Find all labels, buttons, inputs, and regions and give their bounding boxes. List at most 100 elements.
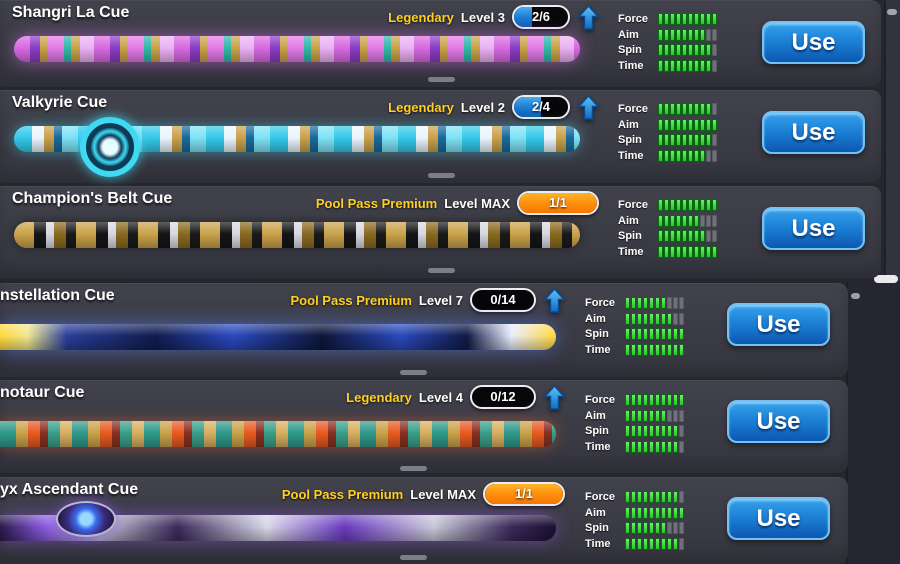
rarity-label: Legendary	[388, 9, 454, 25]
background-panel	[846, 282, 900, 564]
cue-image-champions-belt	[14, 222, 580, 248]
progress-pill: 1/1	[517, 191, 599, 215]
stat-row-aim: Aim	[585, 312, 685, 325]
use-button[interactable]: Use	[762, 21, 865, 64]
cue-badge-row: Pool Pass Premium Level 7 0/14	[290, 287, 565, 313]
upgrade-arrow-icon[interactable]	[578, 94, 599, 120]
stat-label-spin: Spin	[618, 230, 642, 242]
cue-name: notaur Cue	[0, 384, 85, 401]
stat-gauge-aim	[625, 506, 685, 519]
stat-row-time: Time	[585, 440, 685, 453]
scrollbar-thumb-bottom[interactable]	[851, 293, 860, 299]
cue-badge-row: Pool Pass Premium Level MAX 1/1	[282, 482, 565, 506]
stat-label-aim: Aim	[618, 28, 639, 41]
stat-gauge-aim	[658, 28, 718, 41]
stat-gauge-time	[658, 59, 718, 72]
stat-row-spin: Spin	[618, 230, 718, 242]
stat-label-aim: Aim	[618, 214, 639, 227]
use-button[interactable]: Use	[762, 207, 865, 250]
stat-row-spin: Spin	[618, 134, 718, 146]
stat-row-spin: Spin	[585, 522, 685, 534]
cue-card-champions-belt[interactable]: Champion's Belt Cue Pool Pass Premium Le…	[0, 186, 881, 278]
stat-row-force: Force	[585, 394, 685, 406]
stat-gauge-time	[625, 440, 685, 453]
progress-fill	[514, 7, 532, 27]
stat-row-time: Time	[618, 149, 718, 162]
level-label: Level 2	[460, 99, 505, 115]
stat-label-time: Time	[618, 59, 644, 72]
stat-row-aim: Aim	[585, 506, 685, 519]
stat-gauge-aim	[658, 118, 718, 131]
stat-gauge-time	[658, 149, 718, 162]
stats-panel: Force Aim Spin Time	[585, 394, 685, 456]
stats-panel: Force Aim Spin Time	[618, 13, 718, 75]
stat-label-spin: Spin	[585, 522, 609, 534]
valkyrie-ring-decoration	[80, 117, 140, 177]
rarity-label: Legendary	[346, 389, 412, 405]
stat-row-force: Force	[618, 13, 718, 25]
stat-gauge-time	[625, 343, 685, 356]
scrollbar-thumb-top[interactable]	[887, 9, 897, 15]
drag-handle[interactable]	[428, 268, 455, 273]
cue-badge-row: Legendary Level 4 0/12	[346, 384, 565, 410]
progress-fill	[485, 484, 563, 504]
cue-card-constellation[interactable]: nstellation Cue Pool Pass Premium Level …	[0, 283, 848, 377]
use-button[interactable]: Use	[727, 400, 830, 443]
rarity-label: Pool Pass Premium	[315, 195, 438, 211]
cue-card-valkyrie[interactable]: Valkyrie Cue Legendary Level 2 2/4 Force…	[0, 90, 881, 183]
use-button[interactable]: Use	[727, 497, 830, 540]
stat-gauge-spin	[625, 425, 685, 437]
cue-name: Champion's Belt Cue	[12, 190, 173, 207]
drag-handle[interactable]	[400, 466, 427, 471]
stat-row-force: Force	[585, 297, 685, 309]
stat-label-force: Force	[585, 491, 615, 503]
drag-handle[interactable]	[400, 555, 427, 560]
stat-row-aim: Aim	[618, 28, 718, 41]
stat-row-force: Force	[585, 491, 685, 503]
upgrade-arrow-icon[interactable]	[544, 287, 565, 313]
onyx-eye-decoration	[56, 501, 116, 537]
drag-handle[interactable]	[428, 77, 455, 82]
cue-badge-row: Legendary Level 3 2/6	[388, 4, 599, 30]
stat-gauge-aim	[658, 214, 718, 227]
use-button[interactable]: Use	[762, 111, 865, 154]
progress-text: 1/1	[514, 486, 534, 501]
progress-text: 0/14	[490, 292, 516, 307]
cue-card-minotaur[interactable]: notaur Cue Legendary Level 4 0/12 Force …	[0, 380, 848, 473]
scrollbar-track-top[interactable]	[884, 0, 900, 281]
upgrade-arrow-icon[interactable]	[544, 384, 565, 410]
stat-gauge-force	[658, 13, 718, 25]
rarity-label: Pool Pass Premium	[290, 292, 412, 308]
stat-label-force: Force	[618, 103, 648, 115]
level-label: Level 3	[460, 9, 505, 25]
rarity-label: Pool Pass Premium	[281, 486, 404, 502]
cue-badge-row: Legendary Level 2 2/4	[388, 94, 599, 120]
stat-label-force: Force	[585, 297, 615, 309]
stat-gauge-aim	[625, 409, 685, 422]
progress-fill	[519, 193, 597, 213]
stat-label-time: Time	[585, 343, 611, 356]
drag-handle[interactable]	[428, 173, 455, 178]
progress-pill: 1/1	[483, 482, 565, 506]
stat-gauge-aim	[625, 312, 685, 325]
stat-label-aim: Aim	[618, 118, 639, 131]
stat-label-spin: Spin	[618, 44, 642, 56]
drag-handle[interactable]	[400, 370, 427, 375]
stat-label-time: Time	[585, 440, 611, 453]
stat-label-force: Force	[618, 13, 648, 25]
cue-card-shangri-la[interactable]: Shangri La Cue Legendary Level 3 2/6 For…	[0, 0, 881, 87]
stat-row-aim: Aim	[618, 214, 718, 227]
progress-text: 2/4	[531, 99, 551, 114]
cue-name: Shangri La Cue	[12, 4, 130, 21]
stat-label-force: Force	[585, 394, 615, 406]
stat-row-aim: Aim	[585, 409, 685, 422]
use-button[interactable]: Use	[727, 303, 830, 346]
stat-label-spin: Spin	[585, 328, 609, 340]
stat-gauge-spin	[625, 328, 685, 340]
stat-gauge-force	[625, 491, 685, 503]
cue-card-onyx-ascendant[interactable]: yx Ascendant Cue Pool Pass Premium Level…	[0, 477, 848, 564]
upgrade-arrow-icon[interactable]	[578, 4, 599, 30]
stat-row-force: Force	[618, 199, 718, 211]
stat-row-force: Force	[618, 103, 718, 115]
progress-text: 2/6	[531, 9, 551, 24]
